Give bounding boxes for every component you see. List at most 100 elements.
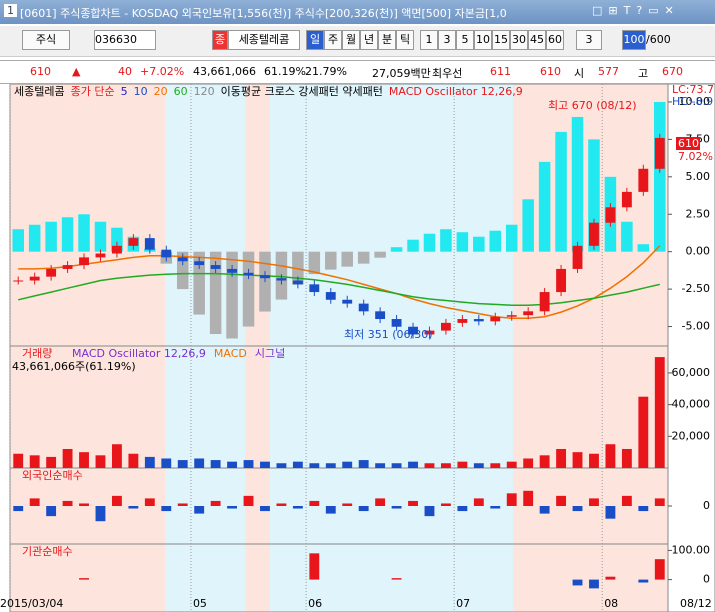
period-button[interactable]: 월 [342, 30, 360, 50]
end-date: 08/12 [680, 597, 712, 610]
interval-button[interactable]: 5 [456, 30, 474, 50]
bar [638, 579, 649, 583]
bar [572, 452, 583, 468]
candle [408, 326, 418, 335]
interval-button[interactable]: 45 [528, 30, 546, 50]
bar [375, 463, 386, 468]
bar [375, 498, 386, 506]
info-price: 610 [30, 65, 51, 78]
last-price-tag [676, 137, 700, 150]
x-tick-label: 06 [308, 597, 322, 610]
window-controls[interactable]: □⊞T?▭✕ [592, 4, 680, 17]
interval-button[interactable]: 1 [420, 30, 438, 50]
bar [13, 506, 24, 512]
bar [539, 506, 550, 514]
low-annotation: 최저 351 (06/30) [344, 328, 433, 341]
legend-ma: 종가 단순 [71, 85, 115, 98]
bar [621, 495, 632, 506]
info-ratio1: 61.19% [264, 65, 306, 78]
ma-line [18, 245, 661, 320]
candle [473, 319, 484, 322]
bar [243, 495, 254, 506]
period-button[interactable]: 분 [378, 30, 396, 50]
bar [177, 460, 188, 468]
market-select[interactable]: 주식 [22, 30, 70, 50]
bar [128, 453, 139, 468]
bar [111, 444, 122, 468]
info-ask: 611 [490, 65, 511, 78]
x-tick-label: 07 [456, 597, 470, 610]
bar [589, 579, 599, 589]
oscillator-bar [473, 236, 485, 252]
bar [29, 498, 40, 506]
x-tick-label: 05 [193, 597, 207, 610]
bar [457, 506, 468, 512]
bar [358, 460, 369, 468]
interval-button[interactable]: 15 [492, 30, 510, 50]
bar [506, 493, 517, 506]
oscillator-bar [61, 217, 74, 252]
y-tick-label: 40,000 [672, 398, 711, 411]
candle [128, 238, 139, 246]
bar [424, 463, 435, 468]
period-button[interactable]: 년 [360, 30, 378, 50]
info-open-label: 시 [574, 67, 585, 80]
ma-line [18, 272, 660, 306]
bar [13, 453, 24, 468]
oscillator-bar [28, 224, 41, 252]
oscillator-bar [571, 116, 584, 252]
oscillator-bar [407, 239, 419, 252]
bar [95, 455, 106, 468]
candle [342, 299, 353, 304]
chart: 10.007.505.002.500.00-2.50-5.002015/03/0… [0, 84, 715, 612]
volume-legend: MACD [214, 347, 247, 360]
bar [605, 506, 616, 519]
bar [309, 463, 320, 468]
bar [46, 506, 57, 517]
oscillator-bar [456, 232, 469, 252]
bar [440, 463, 451, 468]
zone [165, 84, 245, 612]
bar [62, 500, 73, 506]
bar [210, 500, 221, 506]
stock-name: 세종텔레콤 [228, 30, 300, 50]
period-button[interactable]: 주 [324, 30, 342, 50]
bar [243, 460, 254, 468]
bar [391, 463, 402, 468]
bar [457, 461, 468, 468]
oscillator-bar [242, 251, 255, 327]
name-badge: 종 [212, 30, 228, 50]
candle [572, 245, 583, 269]
info-row: 610 ▲ 40 +7.02% 43,661,066 61.19% 21.79% 27,059… [0, 60, 715, 84]
interval-button[interactable]: 10 [474, 30, 492, 50]
count-select[interactable]: 3 [576, 30, 602, 50]
oscillator-bar [308, 251, 321, 275]
interval-button[interactable]: 3 [438, 30, 456, 50]
bar [638, 506, 649, 512]
bar [408, 461, 418, 468]
interval-button[interactable]: 60 [546, 30, 564, 50]
period-button[interactable]: 틱 [396, 30, 414, 50]
bar [325, 506, 336, 514]
bar [654, 357, 665, 468]
legend-ma-period: 60 [174, 85, 188, 98]
candle [605, 207, 616, 223]
candle [95, 253, 106, 258]
oscillator-bar [588, 139, 600, 252]
code-input[interactable]: 036630 [94, 30, 156, 50]
shown-count[interactable]: 100 [622, 30, 646, 50]
info-open: 577 [598, 65, 619, 78]
period-button[interactable]: 일 [306, 30, 324, 50]
candle [46, 268, 57, 277]
bar [79, 452, 89, 468]
legend-macd: MACD Oscillator 12,26,9 [389, 85, 523, 98]
legend-pattern: 이동평균 크로스 강세패턴 약세패턴 [221, 84, 383, 98]
oscillator-bar [390, 247, 403, 252]
bar [605, 576, 616, 580]
window-title: [0601] 주식종합차트 - KOSDAQ 외국인보유[1,556(천)] 주… [20, 7, 507, 20]
interval-button[interactable]: 30 [510, 30, 528, 50]
title-bar: 1 [0601] 주식종합차트 - KOSDAQ 외국인보유[1,556(천)]… [0, 0, 715, 24]
toolbar: 주식 036630 종 세종텔레콤 3 100 /600 일 주 월 년 분 틱 1 3 5 10… [0, 26, 715, 57]
oscillator-bar [538, 161, 551, 252]
oscillator-bar [341, 251, 353, 267]
